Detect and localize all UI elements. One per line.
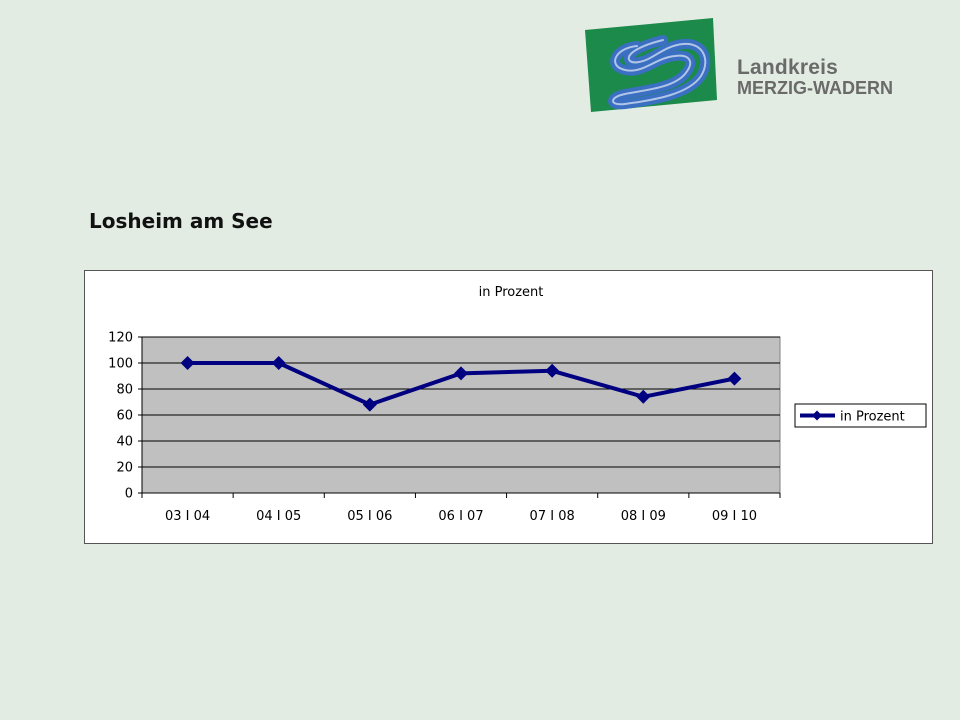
- x-tick-label: 04 I 05: [256, 509, 301, 524]
- y-tick-label: 100: [108, 357, 133, 372]
- x-tick-label: 05 I 06: [347, 509, 392, 524]
- brand-line2: MERZIG-WADERN: [737, 78, 893, 98]
- y-tick-label: 40: [116, 435, 133, 450]
- y-tick-label: 120: [108, 331, 133, 346]
- chart-title: in Prozent: [479, 285, 544, 300]
- logo: Landkreis MERZIG-WADERN: [585, 18, 905, 118]
- x-tick-label: 09 I 10: [712, 509, 757, 524]
- chart-frame: in Prozent 0 20 40 60 80 100 120 03 I 04 04 I 05…: [84, 270, 933, 544]
- plot-area: 0 20 40 60 80 100 120 03 I 04 04 I 05 05 I 06 06 I…: [108, 331, 781, 524]
- x-tick-label: 06 I 07: [438, 509, 483, 524]
- data-point-marker: [362, 397, 377, 412]
- logo-emblem: [585, 18, 717, 112]
- page-title: Losheim am See: [89, 209, 273, 233]
- legend: in Prozent: [794, 403, 927, 428]
- y-tick-label: 60: [116, 409, 133, 424]
- x-tick-label: 08 I 09: [621, 509, 666, 524]
- legend-label: in Prozent: [840, 410, 905, 425]
- x-tick-label: 03 I 04: [165, 509, 210, 524]
- data-point-marker: [180, 356, 195, 370]
- brand-line1: Landkreis: [737, 56, 839, 79]
- logo-river-highlight: [612, 39, 707, 106]
- data-point-marker: [545, 363, 560, 378]
- data-point-marker: [727, 371, 742, 386]
- data-point-marker: [271, 356, 286, 370]
- y-tick-label: 20: [116, 461, 133, 476]
- y-tick-label: 0: [125, 487, 133, 502]
- x-tick-label: 07 I 08: [530, 509, 575, 524]
- line-chart: in Prozent 0 20 40 60 80 100 120 03 I 04 04 I 05…: [108, 285, 927, 524]
- legend-marker: [812, 410, 822, 421]
- data-point-marker: [636, 389, 651, 404]
- data-point-marker: [454, 366, 468, 381]
- legend-box: [794, 403, 927, 428]
- y-tick-label: 80: [116, 383, 133, 398]
